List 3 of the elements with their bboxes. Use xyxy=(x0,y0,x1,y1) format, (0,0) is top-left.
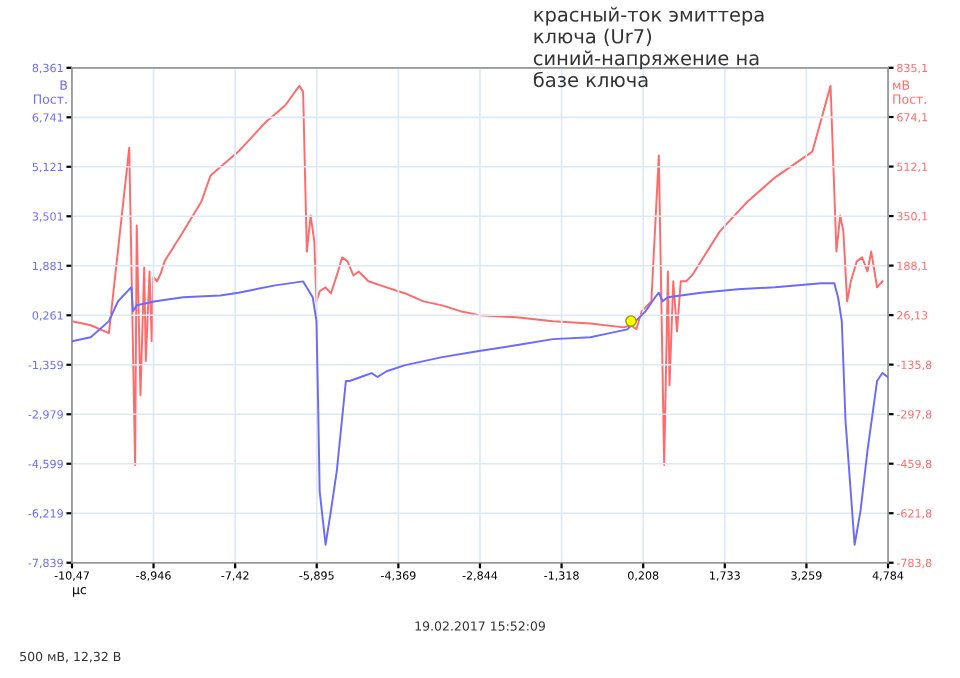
line-series xyxy=(72,280,888,546)
annotation: красный-ток эмиттера ключа (Ur7) синий-напряжение на базе ключа xyxy=(533,6,764,88)
line-series xyxy=(72,84,884,466)
